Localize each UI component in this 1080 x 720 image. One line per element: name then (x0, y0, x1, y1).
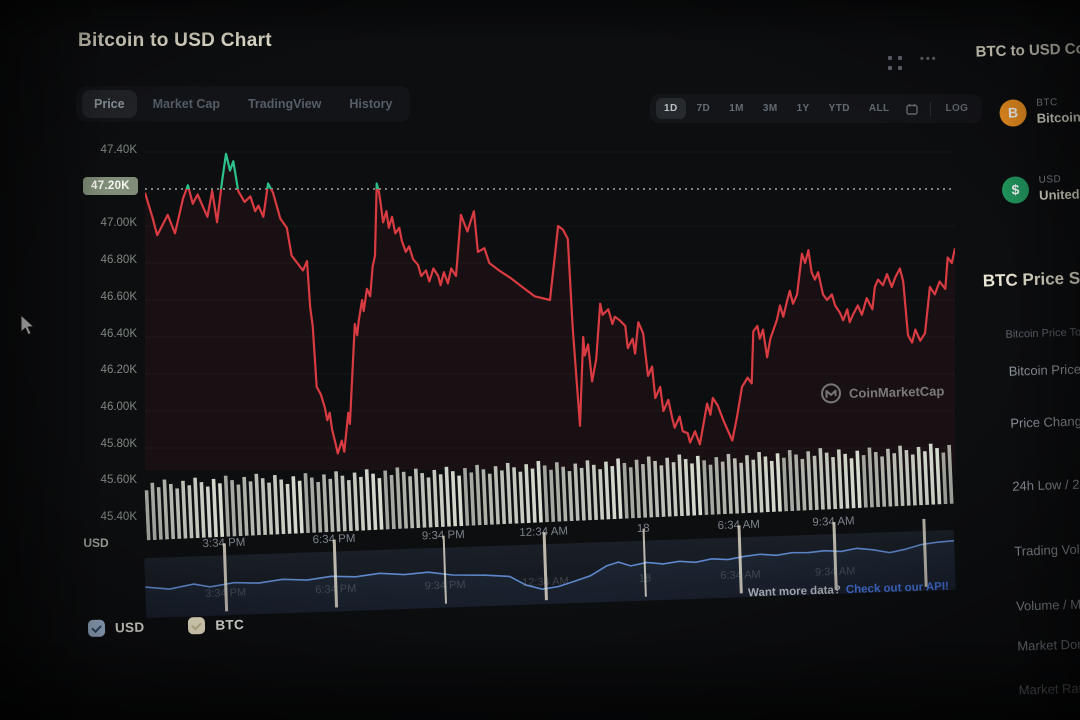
mouse-cursor (20, 314, 35, 336)
stat-row-volume-market-cap: Volume / Market Cap (1015, 595, 1080, 614)
coin-symbol: BTC (1036, 97, 1058, 109)
legend-label: BTC (215, 616, 245, 633)
stats-title: BTC Price Statistics (982, 266, 1080, 291)
more-options-icon[interactable]: ••• (920, 53, 938, 65)
stat-row-market-dominance: Market Dominance (1017, 635, 1080, 654)
y-axis-label: 45.60K (100, 474, 137, 486)
fullscreen-icon[interactable] (888, 56, 902, 70)
chart-tabs: Price Market Cap TradingView History (76, 86, 411, 122)
legend-label: USD (114, 619, 145, 636)
y-axis-label: 45.80K (100, 438, 137, 450)
watermark-label: CoinMarketCap (848, 382, 945, 401)
y-axis-unit-label: USD (83, 536, 109, 550)
stat-row-market-rank: Market Rank (1018, 680, 1080, 698)
watermark: CoinMarketCap (820, 379, 945, 404)
calendar-icon[interactable] (900, 99, 924, 119)
range-1m[interactable]: 1M (729, 103, 744, 114)
stat-row-bitcoin-price: Bitcoin Price (1008, 361, 1080, 379)
checkbox-btc[interactable] (188, 616, 206, 635)
usd-coin-icon: $ (1001, 175, 1030, 204)
price-marker-badge: 47.20K (83, 177, 138, 195)
y-axis-label: 46.60K (100, 291, 137, 303)
range-ytd[interactable]: YTD (828, 103, 850, 114)
converter-title: BTC to USD Converter (975, 38, 1080, 61)
coin-text: BTC Bitcoin (1036, 96, 1080, 126)
checkbox-usd[interactable] (87, 619, 106, 638)
tab-market-cap[interactable]: Market Cap (152, 97, 220, 111)
stat-row-trading-volume-24h: Trading Volume 24h (1014, 540, 1080, 559)
divider (930, 101, 932, 116)
stat-row-price-change-24h: Price Change 24h (1010, 412, 1080, 431)
y-axis-label: 46.20K (100, 364, 137, 376)
legend-item-usd[interactable]: USD (87, 619, 145, 638)
range-all[interactable]: ALL (868, 103, 890, 114)
sidebar: BTC to USD Converter BTC Price Statistic… (964, 0, 1080, 720)
tab-history[interactable]: History (349, 97, 393, 111)
range-selector: 1D 7D 1M 3M 1Y YTD ALL LOG (650, 94, 983, 123)
tab-tradingview[interactable]: TradingView (247, 97, 322, 111)
btc-coin-icon: B (999, 98, 1027, 127)
price-chart-plot[interactable] (145, 140, 955, 470)
range-3m[interactable]: 3M (762, 103, 778, 114)
y-axis-label: 46.00K (100, 401, 137, 413)
legend-item-btc[interactable]: BTC (188, 616, 245, 635)
coin-name: United States Dollar (1038, 184, 1080, 203)
page-title: Bitcoin to USD Chart (78, 30, 272, 51)
y-axis-label: 46.80K (100, 254, 137, 266)
coin-name: Bitcoin (1036, 109, 1080, 126)
range-7d[interactable]: 7D (696, 103, 711, 114)
stat-row-24h-low-24h-high: 24h Low / 24h High (1012, 475, 1080, 494)
y-axis-label: 45.40K (100, 511, 137, 523)
sidebar-coin-btc[interactable]: B BTC Bitcoin (999, 96, 1080, 127)
y-axis-label: 47.40K (100, 144, 137, 156)
stats-subtitle: Bitcoin Price Today (1005, 325, 1080, 341)
coin-symbol: USD (1038, 174, 1062, 186)
range-1d[interactable]: 1D (656, 98, 686, 119)
y-axis-label: 47.00K (100, 217, 137, 229)
coinmarketcap-logo-icon (821, 383, 842, 404)
y-axis-label: 46.40K (100, 328, 137, 340)
range-1y[interactable]: 1Y (796, 103, 810, 114)
tab-price[interactable]: Price (82, 90, 137, 118)
